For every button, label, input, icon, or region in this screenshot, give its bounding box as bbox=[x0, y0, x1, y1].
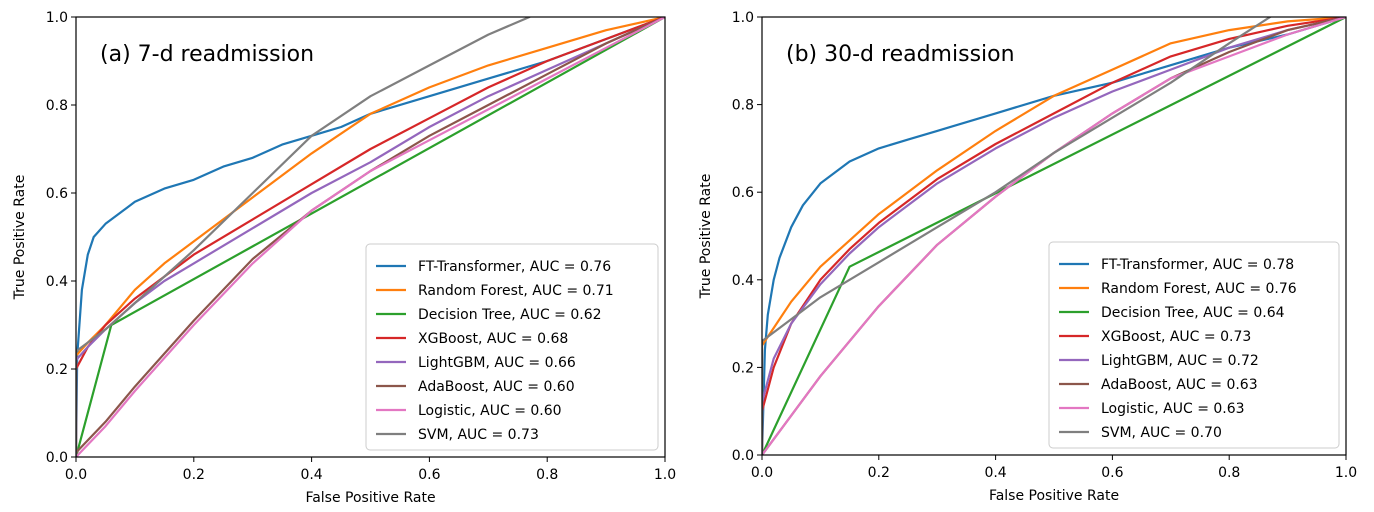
x-tick-label: 0.2 bbox=[868, 465, 890, 481]
chart-title: (a) 7-d readmission bbox=[100, 42, 314, 67]
x-tick-label: 0.0 bbox=[65, 467, 87, 483]
legend-entry: Decision Tree, AUC = 0.64 bbox=[1101, 305, 1285, 321]
legend-box bbox=[1048, 241, 1340, 449]
panel-30d-readmission: 0.0 0.2 0.4 0.6 0.8 1.0 0.0 0.2 0.4 0.6 0.8 1.0 Fals… bbox=[698, 10, 1357, 504]
y-tick-label: 1.0 bbox=[46, 10, 68, 26]
y-tick-label: 0.2 bbox=[46, 362, 68, 378]
y-tick-label: 0.4 bbox=[732, 273, 754, 289]
legend-entry: LightGBM, AUC = 0.72 bbox=[1101, 353, 1259, 369]
series-lines bbox=[762, 17, 1346, 455]
legend-entry: XGBoost, AUC = 0.68 bbox=[418, 331, 568, 347]
y-tick-label: 0.0 bbox=[732, 448, 754, 464]
y-tick-label: 1.0 bbox=[732, 10, 754, 26]
x-axis-label: False Positive Rate bbox=[305, 490, 435, 506]
legend-entry: Logistic, AUC = 0.63 bbox=[1101, 401, 1245, 417]
legend-box bbox=[365, 243, 659, 451]
series-line-svm bbox=[762, 17, 1272, 455]
legend-entry: Random Forest, AUC = 0.71 bbox=[418, 283, 614, 299]
chart-title: (b) 30-d readmission bbox=[786, 42, 1015, 67]
legend-entry: SVM, AUC = 0.73 bbox=[418, 427, 539, 443]
series-lines bbox=[76, 17, 665, 457]
panel-7d-readmission: 0.0 0.2 0.4 0.6 0.8 1.0 0.0 0.2 0.4 0.6 0.8 1.0 Fals… bbox=[12, 10, 676, 506]
legend: FT-Transformer, AUC = 0.78 Random Forest,… bbox=[1048, 241, 1340, 449]
y-axis-label: True Positive Rate bbox=[12, 175, 28, 301]
axes-frame bbox=[75, 16, 666, 458]
series-line-svm bbox=[76, 17, 531, 457]
series-line-lightgbm bbox=[76, 17, 665, 457]
axes-frame bbox=[761, 16, 1347, 456]
x-tick-label: 0.8 bbox=[536, 467, 558, 483]
x-tick-label: 1.0 bbox=[654, 467, 676, 483]
legend-entry: AdaBoost, AUC = 0.63 bbox=[1101, 377, 1258, 393]
series-line-xgboost bbox=[762, 17, 1346, 455]
legend: FT-Transformer, AUC = 0.76 Random Forest,… bbox=[365, 243, 659, 451]
x-tick-label: 0.2 bbox=[183, 467, 205, 483]
y-tick-label: 0.0 bbox=[46, 450, 68, 466]
legend-entry: SVM, AUC = 0.70 bbox=[1101, 425, 1222, 441]
series-line-random-forest bbox=[762, 17, 1346, 455]
y-tick-label: 0.6 bbox=[732, 185, 754, 201]
y-axis-label: True Positive Rate bbox=[698, 174, 714, 300]
series-line-random-forest bbox=[76, 17, 665, 457]
x-axis-label: False Positive Rate bbox=[989, 488, 1119, 504]
series-line-logistic bbox=[762, 17, 1346, 455]
x-tick-label: 0.4 bbox=[984, 465, 1006, 481]
x-tick-label: 0.6 bbox=[1101, 465, 1123, 481]
legend-entry: Random Forest, AUC = 0.76 bbox=[1101, 281, 1297, 297]
legend-entry: FT-Transformer, AUC = 0.78 bbox=[1101, 257, 1294, 273]
series-line-ft-transformer bbox=[762, 17, 1346, 455]
y-tick-label: 0.8 bbox=[46, 98, 68, 114]
x-tick-label: 1.0 bbox=[1335, 465, 1357, 481]
x-tick-label: 0.6 bbox=[418, 467, 440, 483]
legend-entry: FT-Transformer, AUC = 0.76 bbox=[418, 259, 611, 275]
x-tick-label: 0.4 bbox=[300, 467, 322, 483]
x-tick-label: 0.0 bbox=[751, 465, 773, 481]
x-tick-label: 0.8 bbox=[1218, 465, 1240, 481]
legend-entry: LightGBM, AUC = 0.66 bbox=[418, 355, 576, 371]
series-line-ft-transformer bbox=[76, 17, 665, 457]
y-tick-label: 0.8 bbox=[732, 98, 754, 114]
series-line-lightgbm bbox=[762, 17, 1346, 455]
y-tick-label: 0.4 bbox=[46, 274, 68, 290]
legend-entry: AdaBoost, AUC = 0.60 bbox=[418, 379, 575, 395]
legend-entry: Logistic, AUC = 0.60 bbox=[418, 403, 562, 419]
y-tick-label: 0.6 bbox=[46, 186, 68, 202]
series-line-decision-tree bbox=[762, 17, 1346, 455]
series-line-logistic bbox=[76, 17, 665, 457]
legend-entry: XGBoost, AUC = 0.73 bbox=[1101, 329, 1251, 345]
legend-entry: Decision Tree, AUC = 0.62 bbox=[418, 307, 602, 323]
y-tick-label: 0.2 bbox=[732, 360, 754, 376]
